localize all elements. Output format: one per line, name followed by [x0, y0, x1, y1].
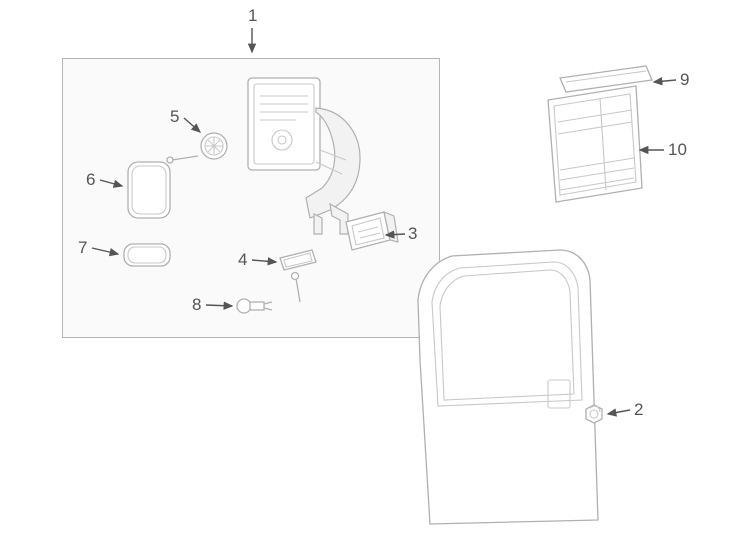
- part-6-glass: [128, 162, 170, 218]
- arrow-8: [206, 305, 232, 306]
- callout-3-label: 3: [408, 224, 417, 244]
- callout-9-label: 9: [680, 70, 689, 90]
- callout-7-label: 7: [78, 238, 87, 258]
- part-3-lamp: [346, 212, 398, 250]
- diagram-canvas: 1 5 6 7 4 8 3 9 10 2: [0, 0, 734, 540]
- part-5-turn-signal: [201, 133, 227, 159]
- parts-layer: [0, 0, 734, 540]
- part-10-cover: [548, 86, 642, 202]
- callout-8-label: 8: [192, 295, 201, 315]
- part-8-sensor: [237, 299, 272, 313]
- part-4-gasket: [280, 250, 316, 270]
- arrow-2: [608, 410, 630, 414]
- arrow-9: [654, 80, 676, 82]
- part-9-cap: [560, 66, 652, 92]
- callout-6-label: 6: [86, 170, 95, 190]
- arrow-3: [386, 234, 405, 235]
- callout-2-label: 2: [634, 400, 643, 420]
- callout-1-label: 1: [248, 6, 257, 26]
- door-outline: [418, 250, 598, 524]
- callout-4-label: 4: [238, 250, 247, 270]
- callout-10-label: 10: [668, 140, 687, 160]
- arrow-5: [184, 118, 200, 132]
- screw-near-4: [292, 273, 301, 303]
- mirror-housing: [248, 78, 320, 170]
- part-2-nut: [586, 405, 602, 423]
- arrow-7: [92, 248, 118, 254]
- callout-5-label: 5: [170, 107, 179, 127]
- arrow-6: [100, 180, 122, 186]
- arrow-4: [252, 260, 276, 262]
- part-7-glass-small: [124, 244, 170, 266]
- screw-near-5: [167, 156, 198, 163]
